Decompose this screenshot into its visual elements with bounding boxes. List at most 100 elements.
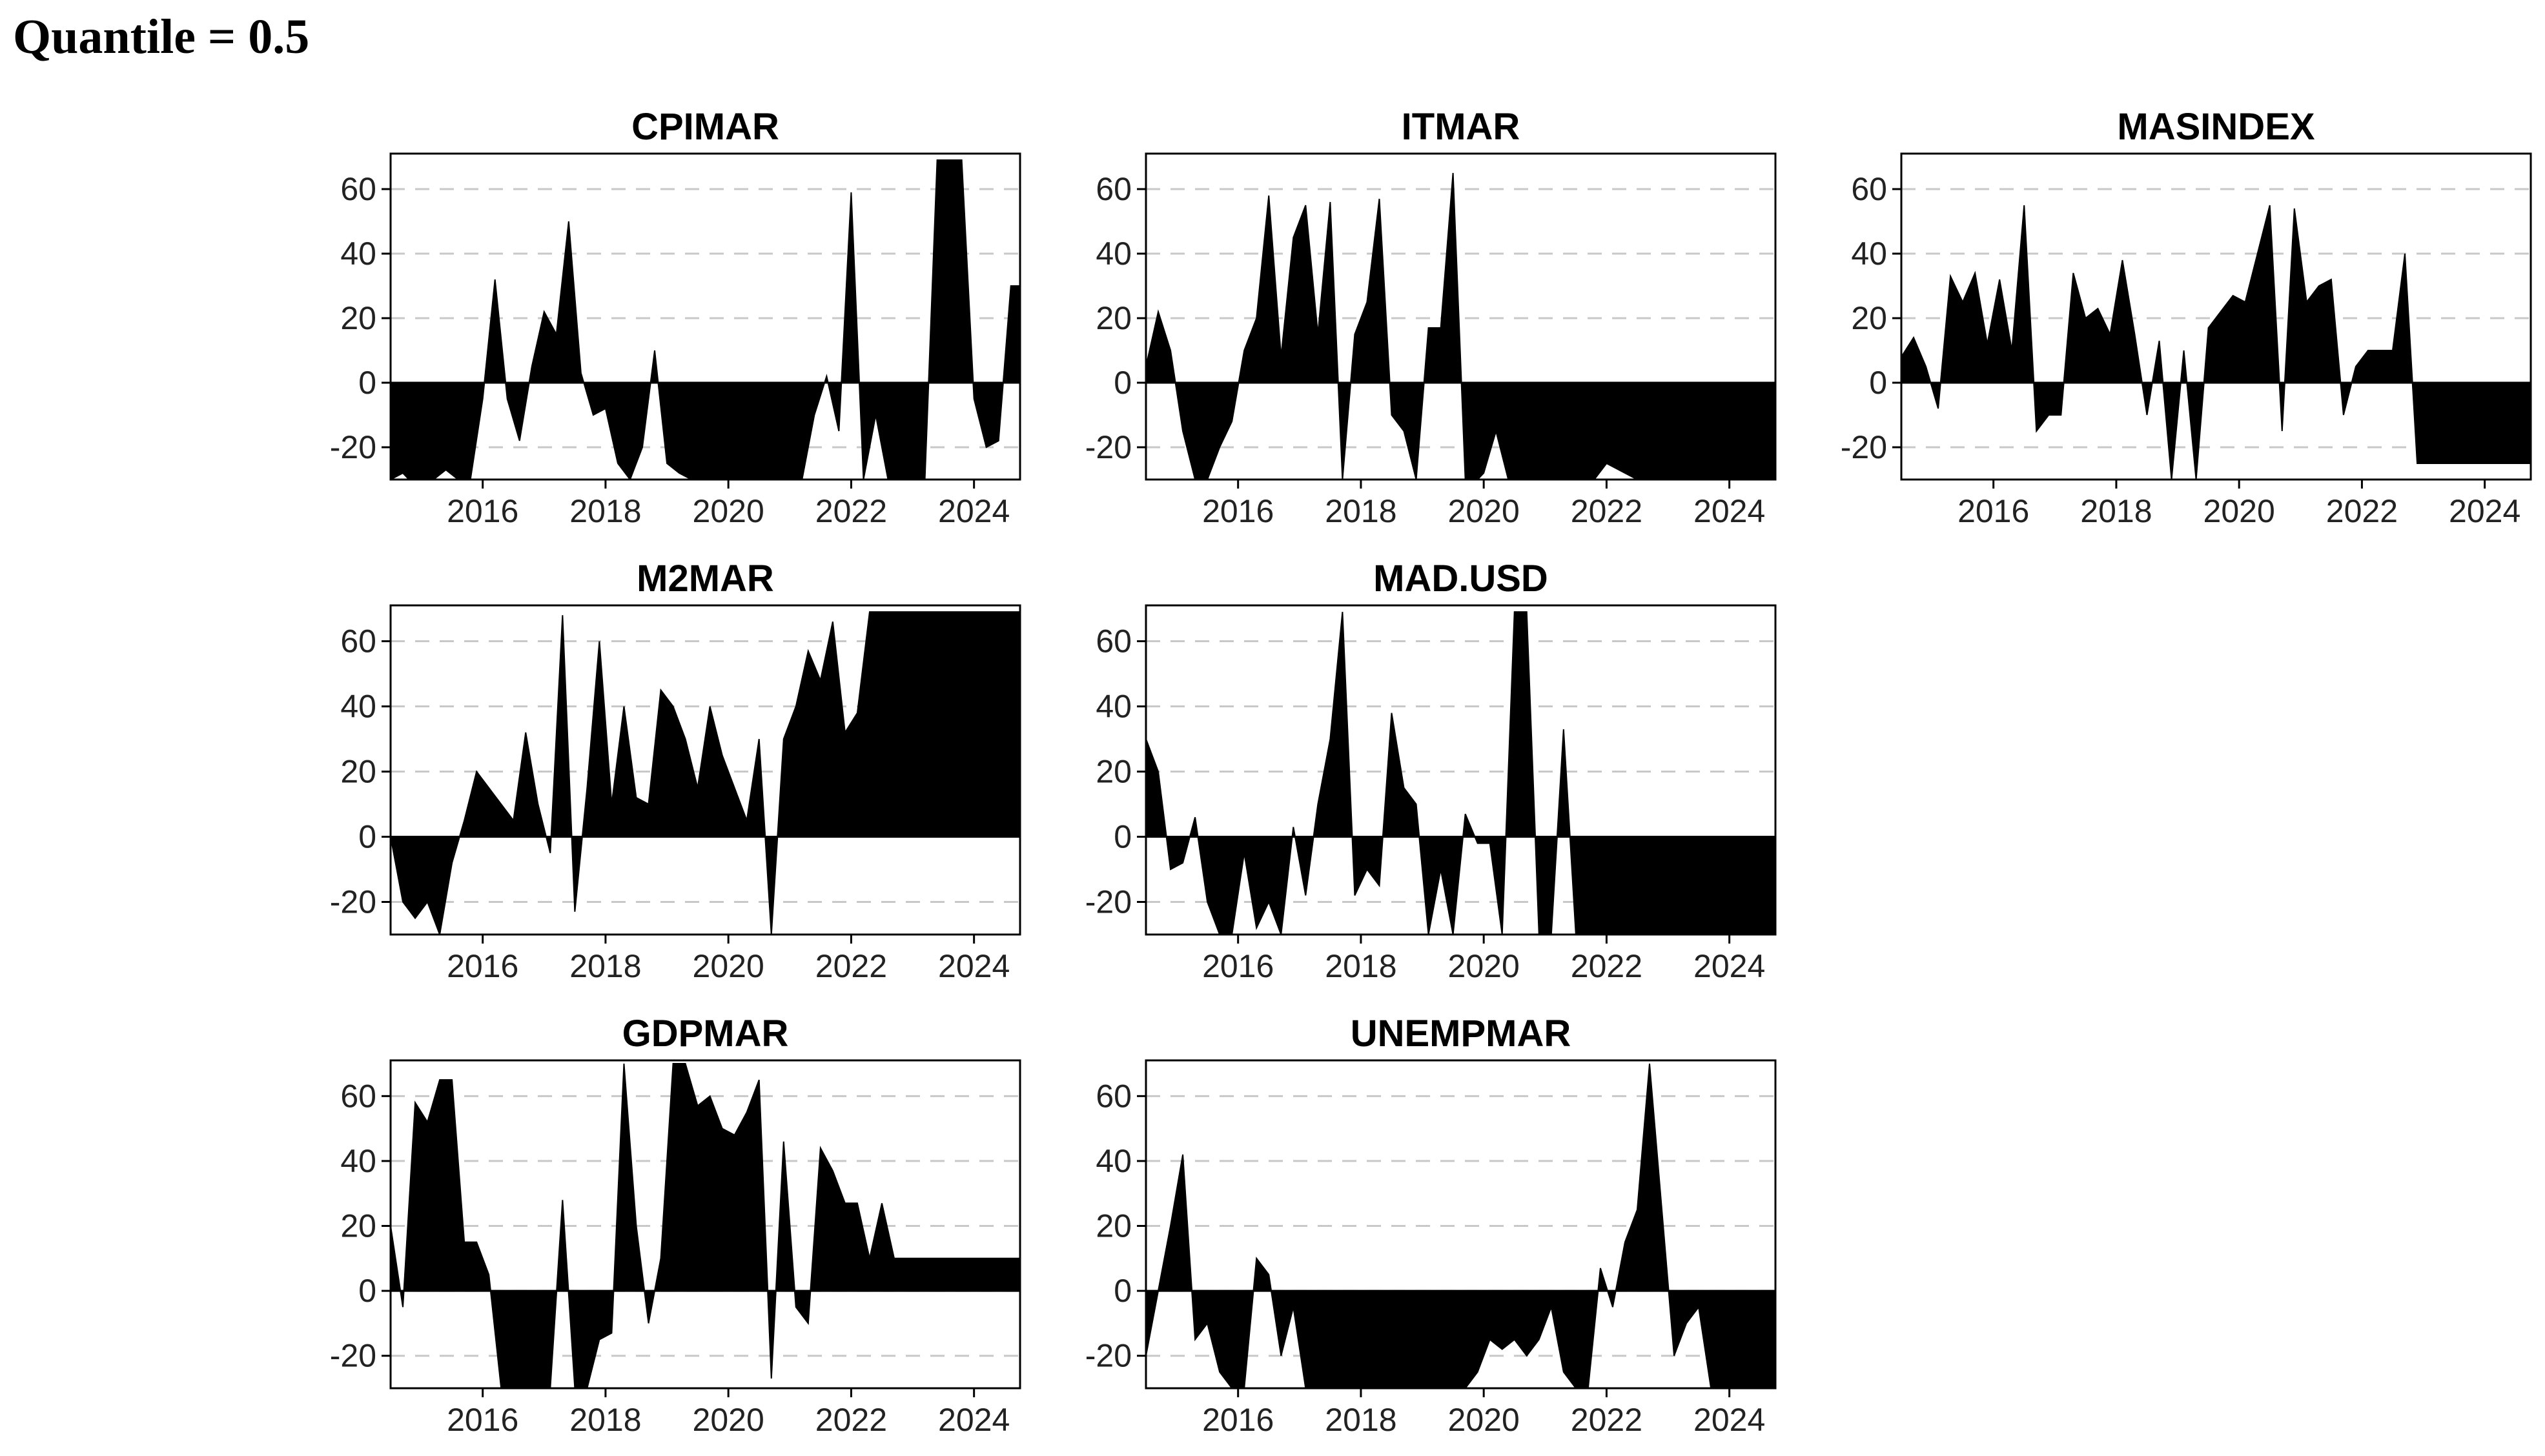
- x-tick-label: 2018: [1325, 1402, 1396, 1438]
- x-tick-label: 2024: [1693, 948, 1765, 984]
- plot-frame: [389, 1059, 1021, 1390]
- y-tick-label: 60: [340, 1078, 376, 1114]
- y-tick-label: 20: [340, 754, 376, 790]
- panel-gdpmar: -20 0 20 40 60 2016 2018 2020 2022 2024 GDPMAR: [330, 1013, 1021, 1438]
- y-tick-label: 0: [1869, 365, 1887, 401]
- x-tick-label: 2020: [1448, 493, 1520, 529]
- y-tick-label: 0: [358, 365, 376, 401]
- y-tick-label: 40: [340, 689, 376, 725]
- x-tick-label: 2022: [2326, 493, 2398, 529]
- y-tick-label: -20: [330, 884, 376, 920]
- series-area: [1146, 1063, 1775, 1388]
- plot-frame: [389, 604, 1021, 936]
- panel-masindex: -20 0 20 40 60 2016 2018 2020 2022 2024 MASINDEX: [1841, 106, 2532, 529]
- y-tick-label: 0: [1114, 819, 1132, 855]
- y-tick-label: 60: [1096, 1078, 1132, 1114]
- x-tick-label: 2022: [1571, 948, 1642, 984]
- plot-frame: [389, 152, 1021, 481]
- y-tick-label: 40: [1096, 1143, 1132, 1179]
- y-tick-label: 20: [1851, 300, 1887, 336]
- panel-m2mar: -20 0 20 40 60 2016 2018 2020 2022 2024 M2MAR: [330, 558, 1021, 984]
- x-tick-label: 2018: [569, 493, 641, 529]
- panel-itmar: -20 0 20 40 60 2016 2018 2020 2022 2024 ITMAR: [1085, 106, 1777, 529]
- plot-frame: [1900, 152, 2532, 481]
- x-tick-label: 2024: [938, 1402, 1010, 1438]
- y-tick-label: -20: [330, 429, 376, 465]
- x-tick-label: 2024: [938, 948, 1010, 984]
- x-tick-label: 2020: [1448, 1402, 1520, 1438]
- y-tick-label: -20: [1085, 884, 1132, 920]
- series-area: [391, 611, 1020, 935]
- panel-title: CPIMAR: [631, 106, 779, 148]
- x-tick-label: 2024: [938, 493, 1010, 529]
- x-tick-label: 2016: [447, 493, 518, 529]
- y-tick-label: 20: [340, 1208, 376, 1244]
- page-title: Quantile = 0.5: [13, 10, 310, 64]
- y-tick-label: 0: [358, 1273, 376, 1309]
- panel-title: MAD.USD: [1373, 558, 1548, 600]
- plot-frame: [1145, 1059, 1777, 1390]
- x-tick-label: 2024: [1693, 493, 1765, 529]
- x-tick-label: 2018: [2080, 493, 2152, 529]
- x-tick-label: 2016: [1957, 493, 2029, 529]
- x-tick-label: 2018: [1325, 948, 1396, 984]
- x-tick-label: 2016: [447, 948, 518, 984]
- series-area: [1146, 611, 1775, 935]
- panel-unempmar: -20 0 20 40 60 2016 2018 2020 2022 2024 UNEMPMAR: [1085, 1013, 1777, 1438]
- series-area: [1146, 172, 1775, 480]
- x-tick-label: 2020: [2203, 493, 2275, 529]
- panel-title: GDPMAR: [622, 1013, 789, 1055]
- x-tick-label: 2024: [1693, 1402, 1765, 1438]
- panel-title: MASINDEX: [2117, 106, 2315, 148]
- x-tick-label: 2018: [569, 948, 641, 984]
- x-tick-label: 2016: [1202, 493, 1274, 529]
- x-tick-label: 2022: [815, 1402, 887, 1438]
- y-tick-label: 40: [1096, 689, 1132, 725]
- y-tick-label: 60: [1096, 171, 1132, 207]
- y-tick-label: 20: [340, 300, 376, 336]
- y-tick-label: -20: [1085, 429, 1132, 465]
- y-tick-label: 0: [358, 819, 376, 855]
- y-tick-label: -20: [1841, 429, 1887, 465]
- y-tick-label: -20: [1085, 1338, 1132, 1374]
- x-tick-label: 2020: [693, 948, 764, 984]
- x-tick-label: 2024: [2449, 493, 2520, 529]
- y-tick-label: 20: [1096, 300, 1132, 336]
- x-tick-label: 2016: [1202, 948, 1274, 984]
- series-area: [391, 159, 1020, 480]
- y-tick-label: 40: [1096, 236, 1132, 272]
- y-tick-label: 40: [1851, 236, 1887, 272]
- panel-cpimar: -20 0 20 40 60 2016 2018 2020 2022 2024 CPIMAR: [330, 106, 1021, 529]
- x-tick-label: 2022: [1571, 1402, 1642, 1438]
- y-tick-label: 40: [340, 1143, 376, 1179]
- x-tick-label: 2022: [815, 948, 887, 984]
- y-tick-label: 60: [1096, 623, 1132, 660]
- plot-frame: [1145, 604, 1777, 936]
- x-tick-label: 2022: [815, 493, 887, 529]
- x-tick-label: 2018: [569, 1402, 641, 1438]
- x-tick-label: 2016: [447, 1402, 518, 1438]
- y-tick-label: 60: [340, 623, 376, 660]
- x-tick-label: 2020: [693, 493, 764, 529]
- panel-title: UNEMPMAR: [1351, 1013, 1571, 1055]
- x-tick-label: 2022: [1571, 493, 1642, 529]
- plot-frame: [1145, 152, 1777, 481]
- y-tick-label: 60: [340, 171, 376, 207]
- x-tick-label: 2018: [1325, 493, 1396, 529]
- x-tick-label: 2020: [1448, 948, 1520, 984]
- series-area: [1901, 205, 2531, 480]
- y-tick-label: 0: [1114, 1273, 1132, 1309]
- y-tick-label: 0: [1114, 365, 1132, 401]
- y-tick-label: 40: [340, 236, 376, 272]
- y-tick-label: 20: [1096, 754, 1132, 790]
- panel-title: M2MAR: [637, 558, 774, 600]
- x-tick-label: 2020: [693, 1402, 764, 1438]
- y-tick-label: -20: [330, 1338, 376, 1374]
- y-tick-label: 20: [1096, 1208, 1132, 1244]
- series-area: [391, 1063, 1020, 1388]
- panel-title: ITMAR: [1402, 106, 1520, 148]
- x-tick-label: 2016: [1202, 1402, 1274, 1438]
- y-tick-label: 60: [1851, 171, 1887, 207]
- panel-mad-usd: -20 0 20 40 60 2016 2018 2020 2022 2024 MAD.USD: [1085, 558, 1777, 984]
